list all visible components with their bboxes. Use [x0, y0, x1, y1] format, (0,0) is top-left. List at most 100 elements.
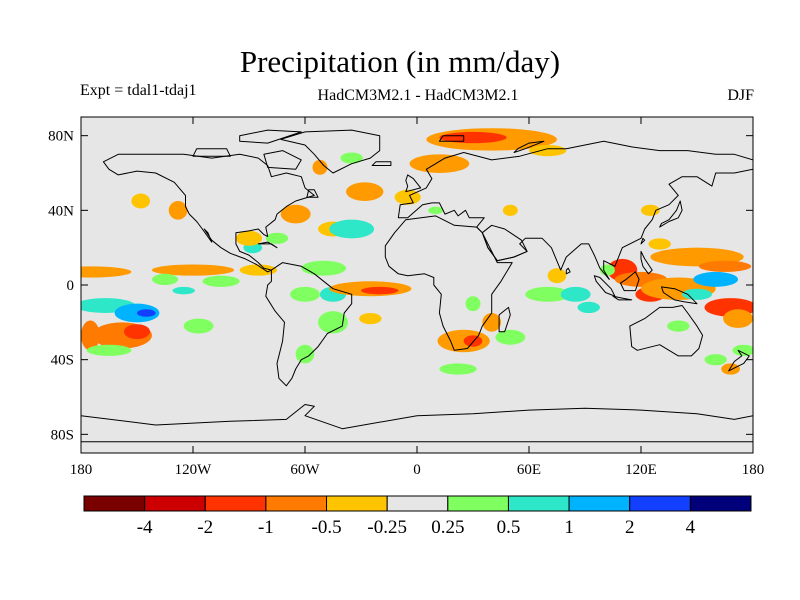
- precip-anomaly-region: [280, 204, 311, 224]
- precip-anomaly-region: [359, 313, 382, 325]
- colorbar-label: 0.25: [431, 517, 464, 538]
- precip-anomaly-region: [235, 230, 263, 246]
- colorbar-label: -0.25: [367, 517, 407, 538]
- coastline-newfoundland: [306, 189, 319, 198]
- precip-anomaly-region: [682, 288, 712, 300]
- x-tick-label: 180: [742, 462, 765, 478]
- x-tick-label: 60E: [517, 462, 541, 478]
- precip-anomaly-region: [318, 311, 348, 334]
- coastline-borneo: [620, 271, 640, 292]
- colorbar-swatch: [83, 495, 146, 512]
- precip-anomaly-region: [183, 318, 214, 334]
- coastline-south-america: [265, 262, 353, 387]
- precip-anomaly-region: [301, 260, 347, 276]
- coastline-greenland: [280, 129, 381, 174]
- season-label: DJF: [727, 87, 754, 104]
- precip-anomaly-region: [693, 271, 739, 287]
- precip-anomaly-region: [439, 131, 507, 144]
- precip-anomaly-region: [704, 354, 727, 366]
- coastline-north-america: [102, 153, 315, 273]
- y-tick-label: 0: [67, 278, 75, 294]
- x-tick-label: 60W: [290, 462, 320, 478]
- precip-anomaly-region: [547, 268, 567, 284]
- precip-anomaly-region: [265, 232, 289, 244]
- coastline-arabian-peninsula: [481, 224, 528, 262]
- precip-anomaly-region: [648, 238, 671, 250]
- colorbar-swatch: [144, 495, 206, 512]
- precip-anomaly-region: [409, 154, 470, 174]
- coastline-baffin-island: [263, 150, 302, 170]
- colorbar-swatch: [386, 495, 449, 512]
- precip-anomaly-region: [667, 320, 690, 332]
- precip-anomaly-region: [529, 145, 567, 157]
- precip-anomaly-region: [361, 286, 399, 295]
- colorbar-label: 4: [686, 517, 696, 538]
- y-tick-label: 40N: [48, 203, 74, 219]
- precip-anomaly-region: [463, 335, 483, 347]
- precip-anomaly-region: [439, 363, 477, 375]
- x-tick-label: 180: [70, 462, 93, 478]
- colorbar-swatch: [689, 495, 752, 512]
- coastline-iceland: [371, 161, 392, 166]
- precip-anomaly-region: [482, 313, 501, 332]
- coastline-svalbard: [438, 135, 465, 142]
- precip-anomaly-region: [86, 344, 132, 356]
- precip-anomaly-region: [577, 301, 600, 313]
- colorbar-label: -1: [258, 517, 274, 538]
- coastline-antarctica: [81, 404, 753, 443]
- y-tick-label: 40S: [51, 353, 74, 369]
- precip-anomaly-region: [723, 309, 753, 328]
- experiment-label: Expt = tdal1-tdaj1: [80, 82, 197, 99]
- coastline-madagascar: [498, 306, 511, 333]
- colorbar-label: 1: [564, 517, 574, 538]
- precip-anomaly-region: [172, 286, 195, 295]
- coastline-uk: [405, 174, 422, 193]
- precip-anomaly-region: [346, 182, 384, 202]
- coastline-new-zealand: [728, 349, 750, 372]
- precip-anomaly-region: [202, 275, 240, 287]
- precip-anomaly-region: [329, 219, 375, 239]
- precip-anomaly-region: [721, 363, 740, 375]
- precip-anomaly-region: [525, 286, 571, 302]
- colorbar-swatch: [507, 495, 570, 512]
- colorbar-swatch: [204, 495, 267, 512]
- x-tick-label: 0: [413, 462, 421, 478]
- precip-anomaly-region: [239, 264, 277, 276]
- coastline-philippines: [640, 250, 653, 275]
- colorbar-swatch: [326, 495, 388, 512]
- precip-anomaly-region: [123, 324, 151, 340]
- precip-anomaly-region: [495, 329, 526, 345]
- precip-anomaly-region: [290, 286, 320, 302]
- precip-anomaly-region: [151, 273, 179, 285]
- colorbar-label: 0.5: [497, 517, 521, 538]
- precip-anomaly-region: [732, 344, 753, 356]
- coastline-new-guinea: [661, 286, 698, 305]
- plot-title: Precipitation (in mm/day): [239, 44, 561, 79]
- colorbar-label: -4: [137, 517, 153, 538]
- colorbar-swatch: [568, 495, 631, 512]
- coastline-africa: [384, 215, 513, 351]
- precip-anomaly-region: [81, 320, 100, 351]
- precip-anomaly-region: [428, 206, 444, 215]
- precip-anomaly-region: [437, 329, 490, 353]
- precip-anomaly-region: [599, 264, 615, 276]
- x-tick-label: 120E: [625, 462, 657, 478]
- coastline-eurasia: [397, 140, 753, 280]
- x-tick-label: 120W: [175, 462, 213, 478]
- colorbar-label: 2: [625, 517, 635, 538]
- precip-anomaly-region: [168, 201, 188, 220]
- coastline-sri-lanka: [565, 267, 571, 275]
- colorbar-label: -2: [197, 517, 213, 538]
- precip-anomaly-region: [131, 193, 151, 209]
- colorbar-label: -0.5: [312, 517, 342, 538]
- precip-anomaly-region: [295, 344, 315, 364]
- precip-anomaly-region: [81, 266, 132, 278]
- precip-anomaly-region: [698, 260, 752, 272]
- precip-anomaly-region: [137, 309, 156, 317]
- colorbar-swatch: [447, 495, 509, 512]
- precip-anomaly-region: [151, 264, 235, 276]
- precip-anomaly-region: [560, 286, 591, 302]
- coastline-victoria-island: [192, 148, 231, 157]
- coastline-novaya-zemlya: [513, 140, 545, 153]
